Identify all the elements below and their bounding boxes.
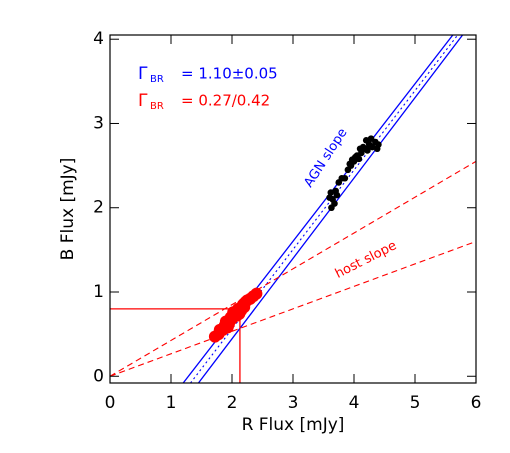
y-tick-label: 4 <box>93 29 104 49</box>
x-tick-label: 4 <box>349 393 360 413</box>
legend: Γ BR = 1.10±0.05 Γ BR = 0.27/0.42 <box>138 64 278 112</box>
legend-subscript: BR <box>150 101 164 112</box>
x-tick-label: 3 <box>288 393 299 413</box>
legend-text: = 1.10±0.05 <box>181 65 278 83</box>
legend-symbol: Γ <box>138 64 148 84</box>
x-tick-label: 0 <box>105 393 116 413</box>
point <box>355 155 363 163</box>
plot-frame <box>109 34 477 384</box>
legend-subscript: BR <box>150 74 164 85</box>
fit-line <box>110 240 476 377</box>
fit-line <box>110 160 476 377</box>
point <box>233 307 246 320</box>
point <box>375 141 382 148</box>
y-tick-label: 0 <box>93 366 104 386</box>
point <box>328 204 335 212</box>
y-axis-label: B Flux [mJy] <box>58 158 78 261</box>
fit-line <box>190 35 459 383</box>
x-axis-label: R Flux [mJy] <box>242 415 345 435</box>
point <box>341 174 349 182</box>
x-tick-label: 2 <box>227 393 238 413</box>
x-tick-label: 5 <box>410 393 421 413</box>
y-tick-label: 1 <box>93 282 104 302</box>
legend-symbol: Γ <box>138 91 148 111</box>
point <box>221 321 234 334</box>
point <box>239 296 252 309</box>
point <box>346 160 354 168</box>
point <box>333 191 341 199</box>
y-tick-label: 3 <box>93 113 104 133</box>
annotation: host slope <box>333 238 399 282</box>
legend-text: = 0.27/0.42 <box>181 92 270 110</box>
x-tick-label: 1 <box>166 393 177 413</box>
x-tick-label: 6 <box>471 393 482 413</box>
y-tick-label: 2 <box>93 198 104 218</box>
point <box>250 287 263 300</box>
point <box>361 145 369 153</box>
